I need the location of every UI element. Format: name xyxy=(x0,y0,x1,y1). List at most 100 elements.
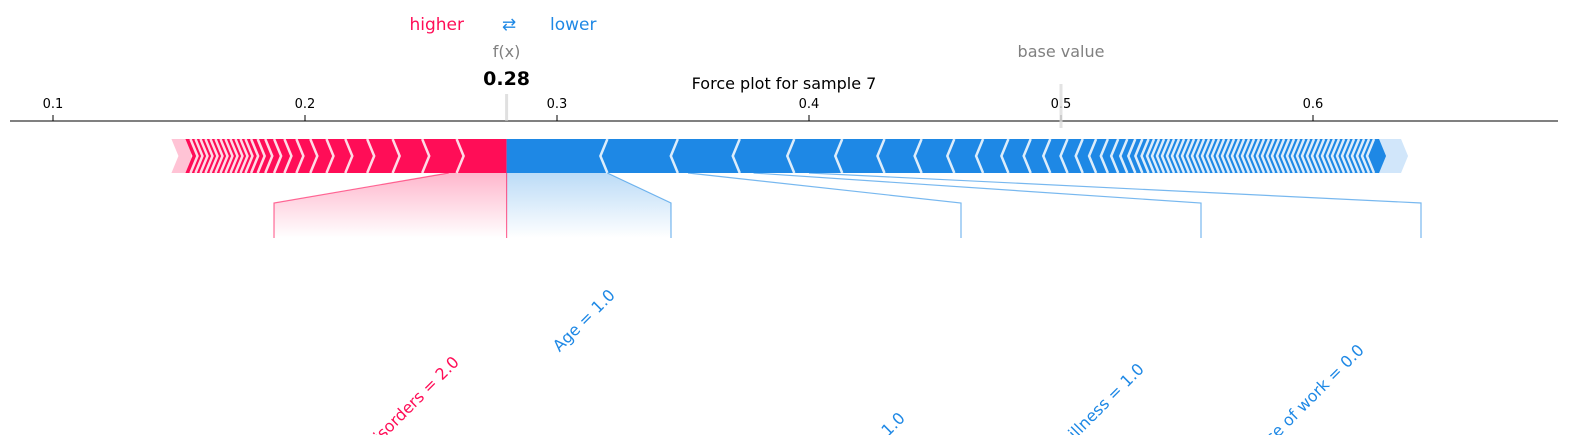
bar-chevron xyxy=(1155,138,1166,174)
feature-shade xyxy=(274,173,507,238)
bar-chevron xyxy=(1059,138,1069,174)
bar-chevron xyxy=(214,138,224,174)
chart-title: Force plot for sample 7 xyxy=(692,74,877,93)
bar-chevron xyxy=(256,138,267,174)
bar-chevron xyxy=(224,138,234,174)
x-tick-label: 0.6 xyxy=(1303,97,1324,112)
bar-chevron xyxy=(199,138,209,174)
x-tick-label: 0.2 xyxy=(295,97,316,112)
feature-label: Place of work = 0.0 xyxy=(1244,340,1368,435)
bar-chevron xyxy=(1200,138,1211,174)
bar-chevron xyxy=(1215,138,1226,174)
bar-chevron xyxy=(1330,138,1341,174)
output-value: 0.28 xyxy=(483,68,530,90)
bar-chevron xyxy=(1320,138,1331,174)
bar-chevron xyxy=(1275,138,1286,174)
bar-chevron xyxy=(1315,138,1326,174)
legend-lower-label: lower xyxy=(550,15,596,35)
bar-chevron xyxy=(833,138,844,174)
bar-chevron xyxy=(1310,138,1321,174)
bar-chevron xyxy=(1195,138,1206,174)
base-value-label: base value xyxy=(1018,42,1105,61)
feature-connector xyxy=(687,172,962,238)
bar-chevron xyxy=(344,138,354,174)
feature-label: state of health in general = 1.0 xyxy=(718,408,909,435)
bar-chevron xyxy=(1220,138,1231,174)
bar-chevron xyxy=(1270,138,1281,174)
bar-chevron xyxy=(194,138,204,174)
bar-chevron xyxy=(1250,138,1261,174)
bar-chevron xyxy=(731,138,741,174)
bar-chevron xyxy=(309,138,319,174)
bar-chevron xyxy=(189,138,199,174)
bar-chevron xyxy=(1140,138,1150,174)
feature-connectors xyxy=(273,172,1422,238)
bar-chevron xyxy=(945,138,956,174)
bar-chevron xyxy=(1290,138,1301,174)
bar-chevron xyxy=(249,138,260,174)
bar-chevron xyxy=(421,138,431,174)
bar-chevron xyxy=(1305,138,1316,174)
bar-chevron xyxy=(229,138,239,174)
bar-chevron xyxy=(1260,138,1271,174)
bar-chevron xyxy=(1345,138,1356,174)
bar-chevron xyxy=(669,138,679,174)
bar-chevron xyxy=(264,138,274,174)
bar-chevron xyxy=(1180,138,1191,174)
feature-label: long-term illness = 1.0 xyxy=(1005,359,1147,435)
bar-chevron xyxy=(1325,138,1336,174)
force-bar xyxy=(171,138,1409,174)
bar-chevron xyxy=(1245,138,1256,174)
bar-chevron xyxy=(239,138,249,174)
bar-chevron xyxy=(1280,138,1291,174)
bar-chevron xyxy=(1230,138,1241,174)
bar-chevron xyxy=(209,138,219,174)
bar-chevron xyxy=(1185,138,1196,174)
bar-chevron xyxy=(599,138,609,174)
bar-chevron xyxy=(1134,138,1144,174)
bar-chevron xyxy=(913,138,923,174)
bar-chevron xyxy=(1340,138,1351,174)
bar-chevron xyxy=(785,138,796,174)
feature-label: Sleep disorders = 2.0 xyxy=(327,352,462,435)
bar-chevron xyxy=(1118,138,1129,174)
bar-chevron xyxy=(1240,138,1251,174)
bar-chevron xyxy=(1160,138,1171,174)
bar-chevron xyxy=(1360,138,1371,174)
bar-chevron xyxy=(1109,138,1120,174)
feature-shading xyxy=(274,173,671,238)
bar-chevron xyxy=(325,138,335,174)
feature-connector xyxy=(808,172,1422,238)
x-tick-label: 0.1 xyxy=(43,97,64,112)
bar-chevron xyxy=(1000,138,1010,174)
legend-higher-label: higher xyxy=(409,15,464,35)
bar-chevron xyxy=(1255,138,1266,174)
bar-tip-higher xyxy=(171,139,192,173)
bar-chevron xyxy=(1165,138,1176,174)
bar-chevron xyxy=(1225,138,1236,174)
bar-chevron xyxy=(974,138,985,174)
bar-chevron xyxy=(1205,138,1216,174)
bar-chevron xyxy=(1175,138,1186,174)
feature-label: Age = 1.0 xyxy=(549,285,619,355)
bar-chevron xyxy=(1022,138,1032,174)
bar-chevron xyxy=(1074,138,1084,174)
bar-chevron xyxy=(1355,138,1366,174)
bar-chevron xyxy=(1087,138,1098,174)
x-tick-label: 0.3 xyxy=(547,97,568,112)
bar-chevron xyxy=(204,138,214,174)
bar-chevron xyxy=(1265,138,1276,174)
output-label: f(x) xyxy=(493,42,521,61)
bar-chevron xyxy=(1235,138,1246,174)
bar-chevron xyxy=(391,138,401,174)
bar-chevron xyxy=(1300,138,1311,174)
bar-chevron xyxy=(1295,138,1306,174)
legend-arrows-icon: ⇄ xyxy=(502,15,516,35)
bar-chevron xyxy=(1190,138,1201,174)
bar-chevron xyxy=(1335,138,1346,174)
bar-chevron xyxy=(219,138,229,174)
feature-connector xyxy=(607,172,672,238)
bar-chevron xyxy=(1126,138,1137,174)
bar-chevron xyxy=(1350,138,1361,174)
